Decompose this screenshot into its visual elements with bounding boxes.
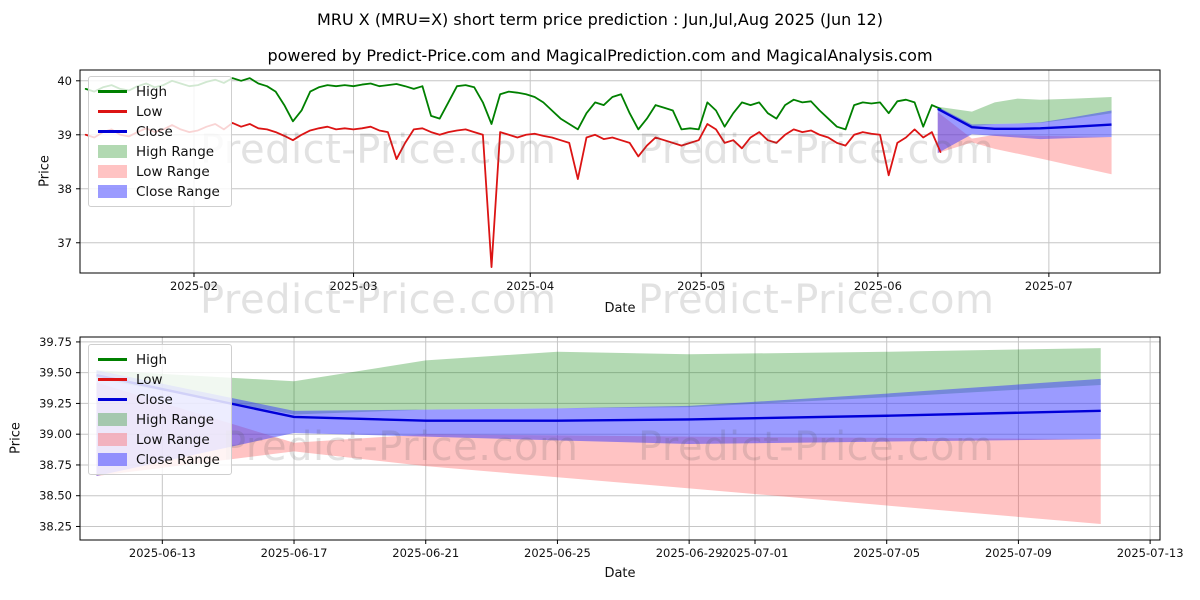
y-tick-label: 38.25: [39, 519, 72, 533]
x-tick-label: 2025-03: [330, 279, 378, 293]
legend-item-close: Close: [98, 123, 220, 140]
top-chart-ylabel: Price: [37, 155, 53, 187]
bottom-chart-xlabel: Date: [604, 566, 636, 581]
y-tick-label: 39.00: [39, 427, 72, 441]
legend-label: High Range: [136, 411, 215, 428]
legend-line-swatch: [98, 130, 127, 133]
x-tick-label: 2025-06-13: [129, 546, 196, 560]
close-line: [937, 107, 1112, 131]
legend-item-high-range: High Range: [98, 411, 220, 428]
top-chart-xlabel: Date: [604, 301, 636, 316]
legend-label: Close: [136, 123, 173, 140]
x-tick-label: 2025-06-25: [524, 546, 591, 560]
legend-item-close: Close: [98, 391, 220, 408]
legend-item-low-range: Low Range: [98, 431, 220, 448]
y-tick-label: 38.50: [39, 489, 72, 503]
legend-label: High: [136, 83, 168, 100]
x-tick-label: 2025-06: [854, 279, 902, 293]
legend-line-swatch: [98, 90, 127, 93]
legend-line-swatch: [98, 358, 127, 361]
x-tick-label: 2025-07-13: [1117, 546, 1184, 560]
x-tick-label: 2025-07: [1025, 279, 1073, 293]
tick-labels: 2025-06-13 2025-06-17 2025-06-21 2025-06-25…: [39, 335, 1183, 560]
y-tick-label: 39.75: [39, 335, 72, 349]
bottom-chart-legend: High Low Close High Range Low Range Close Ran…: [88, 344, 232, 475]
y-tick-label: 38.75: [39, 458, 72, 472]
y-tick-label: 39: [57, 128, 72, 142]
gridlines: [80, 70, 1160, 273]
tick-labels: 2025-02 2025-03 2025-04 2025-05 2025-06 2025-…: [57, 74, 1073, 293]
legend-label: Close Range: [136, 451, 220, 468]
legend-label: Low Range: [136, 163, 210, 180]
x-tick-label: 2025-07-09: [985, 546, 1052, 560]
axes-frame: [79, 69, 1161, 274]
legend-label: Low: [136, 103, 163, 120]
x-tick-label: 2025-06-29: [656, 546, 723, 560]
x-tick-label: 2025-06-21: [392, 546, 459, 560]
legend-patch-swatch: [98, 413, 127, 426]
axes-frame: [79, 336, 1161, 541]
y-tick-label: 39.25: [39, 396, 72, 410]
legend-label: Close Range: [136, 183, 220, 200]
legend-item-high: High: [98, 351, 220, 368]
figure-title: MRU X (MRU=X) short term price predictio…: [317, 10, 883, 29]
close-line: [96, 373, 1101, 422]
legend-line-swatch: [98, 110, 127, 113]
x-tick-label: 2025-04: [506, 279, 554, 293]
legend-item-close-range: Close Range: [98, 451, 220, 468]
legend-patch-swatch: [98, 433, 127, 446]
legend-label: Close: [136, 391, 173, 408]
legend-item-low: Low: [98, 103, 220, 120]
close-range-band: [96, 370, 1101, 477]
legend-line-swatch: [98, 378, 127, 381]
x-tick-label: 2025-05: [677, 279, 725, 293]
low-range-band: [937, 112, 1112, 175]
x-tick-label: 2025-07-05: [853, 546, 920, 560]
legend-item-close-range: Close Range: [98, 183, 220, 200]
close-range-band: [937, 106, 1112, 154]
x-tick-label: 2025-07-01: [722, 546, 789, 560]
low-range-band: [96, 382, 1101, 525]
y-tick-label: 38: [57, 182, 72, 196]
legend-label: High Range: [136, 143, 215, 160]
y-tick-label: 37: [57, 236, 72, 250]
legend-label: Low: [136, 371, 163, 388]
bottom-chart-ylabel: Price: [8, 422, 24, 454]
legend-patch-swatch: [98, 165, 127, 178]
y-tick-label: 40: [57, 74, 72, 88]
figure-subtitle: powered by Predict-Price.com and Magical…: [267, 46, 933, 65]
legend-item-low-range: Low Range: [98, 163, 220, 180]
legend-patch-swatch: [98, 185, 127, 198]
forecast-detail-chart: 2025-06-13 2025-06-17 2025-06-21 2025-06-25…: [39, 335, 1183, 560]
top-chart-legend: High Low Close High Range Low Range Close Ran…: [88, 76, 232, 207]
legend-item-low: Low: [98, 371, 220, 388]
legend-label: Low Range: [136, 431, 210, 448]
legend-label: High: [136, 351, 168, 368]
legend-item-high-range: High Range: [98, 143, 220, 160]
legend-line-swatch: [98, 398, 127, 401]
y-tick-label: 39.50: [39, 366, 72, 380]
x-tick-label: 2025-06-17: [261, 546, 328, 560]
legend-patch-swatch: [98, 453, 127, 466]
x-tick-label: 2025-02: [170, 279, 218, 293]
legend-item-high: High: [98, 83, 220, 100]
legend-patch-swatch: [98, 145, 127, 158]
